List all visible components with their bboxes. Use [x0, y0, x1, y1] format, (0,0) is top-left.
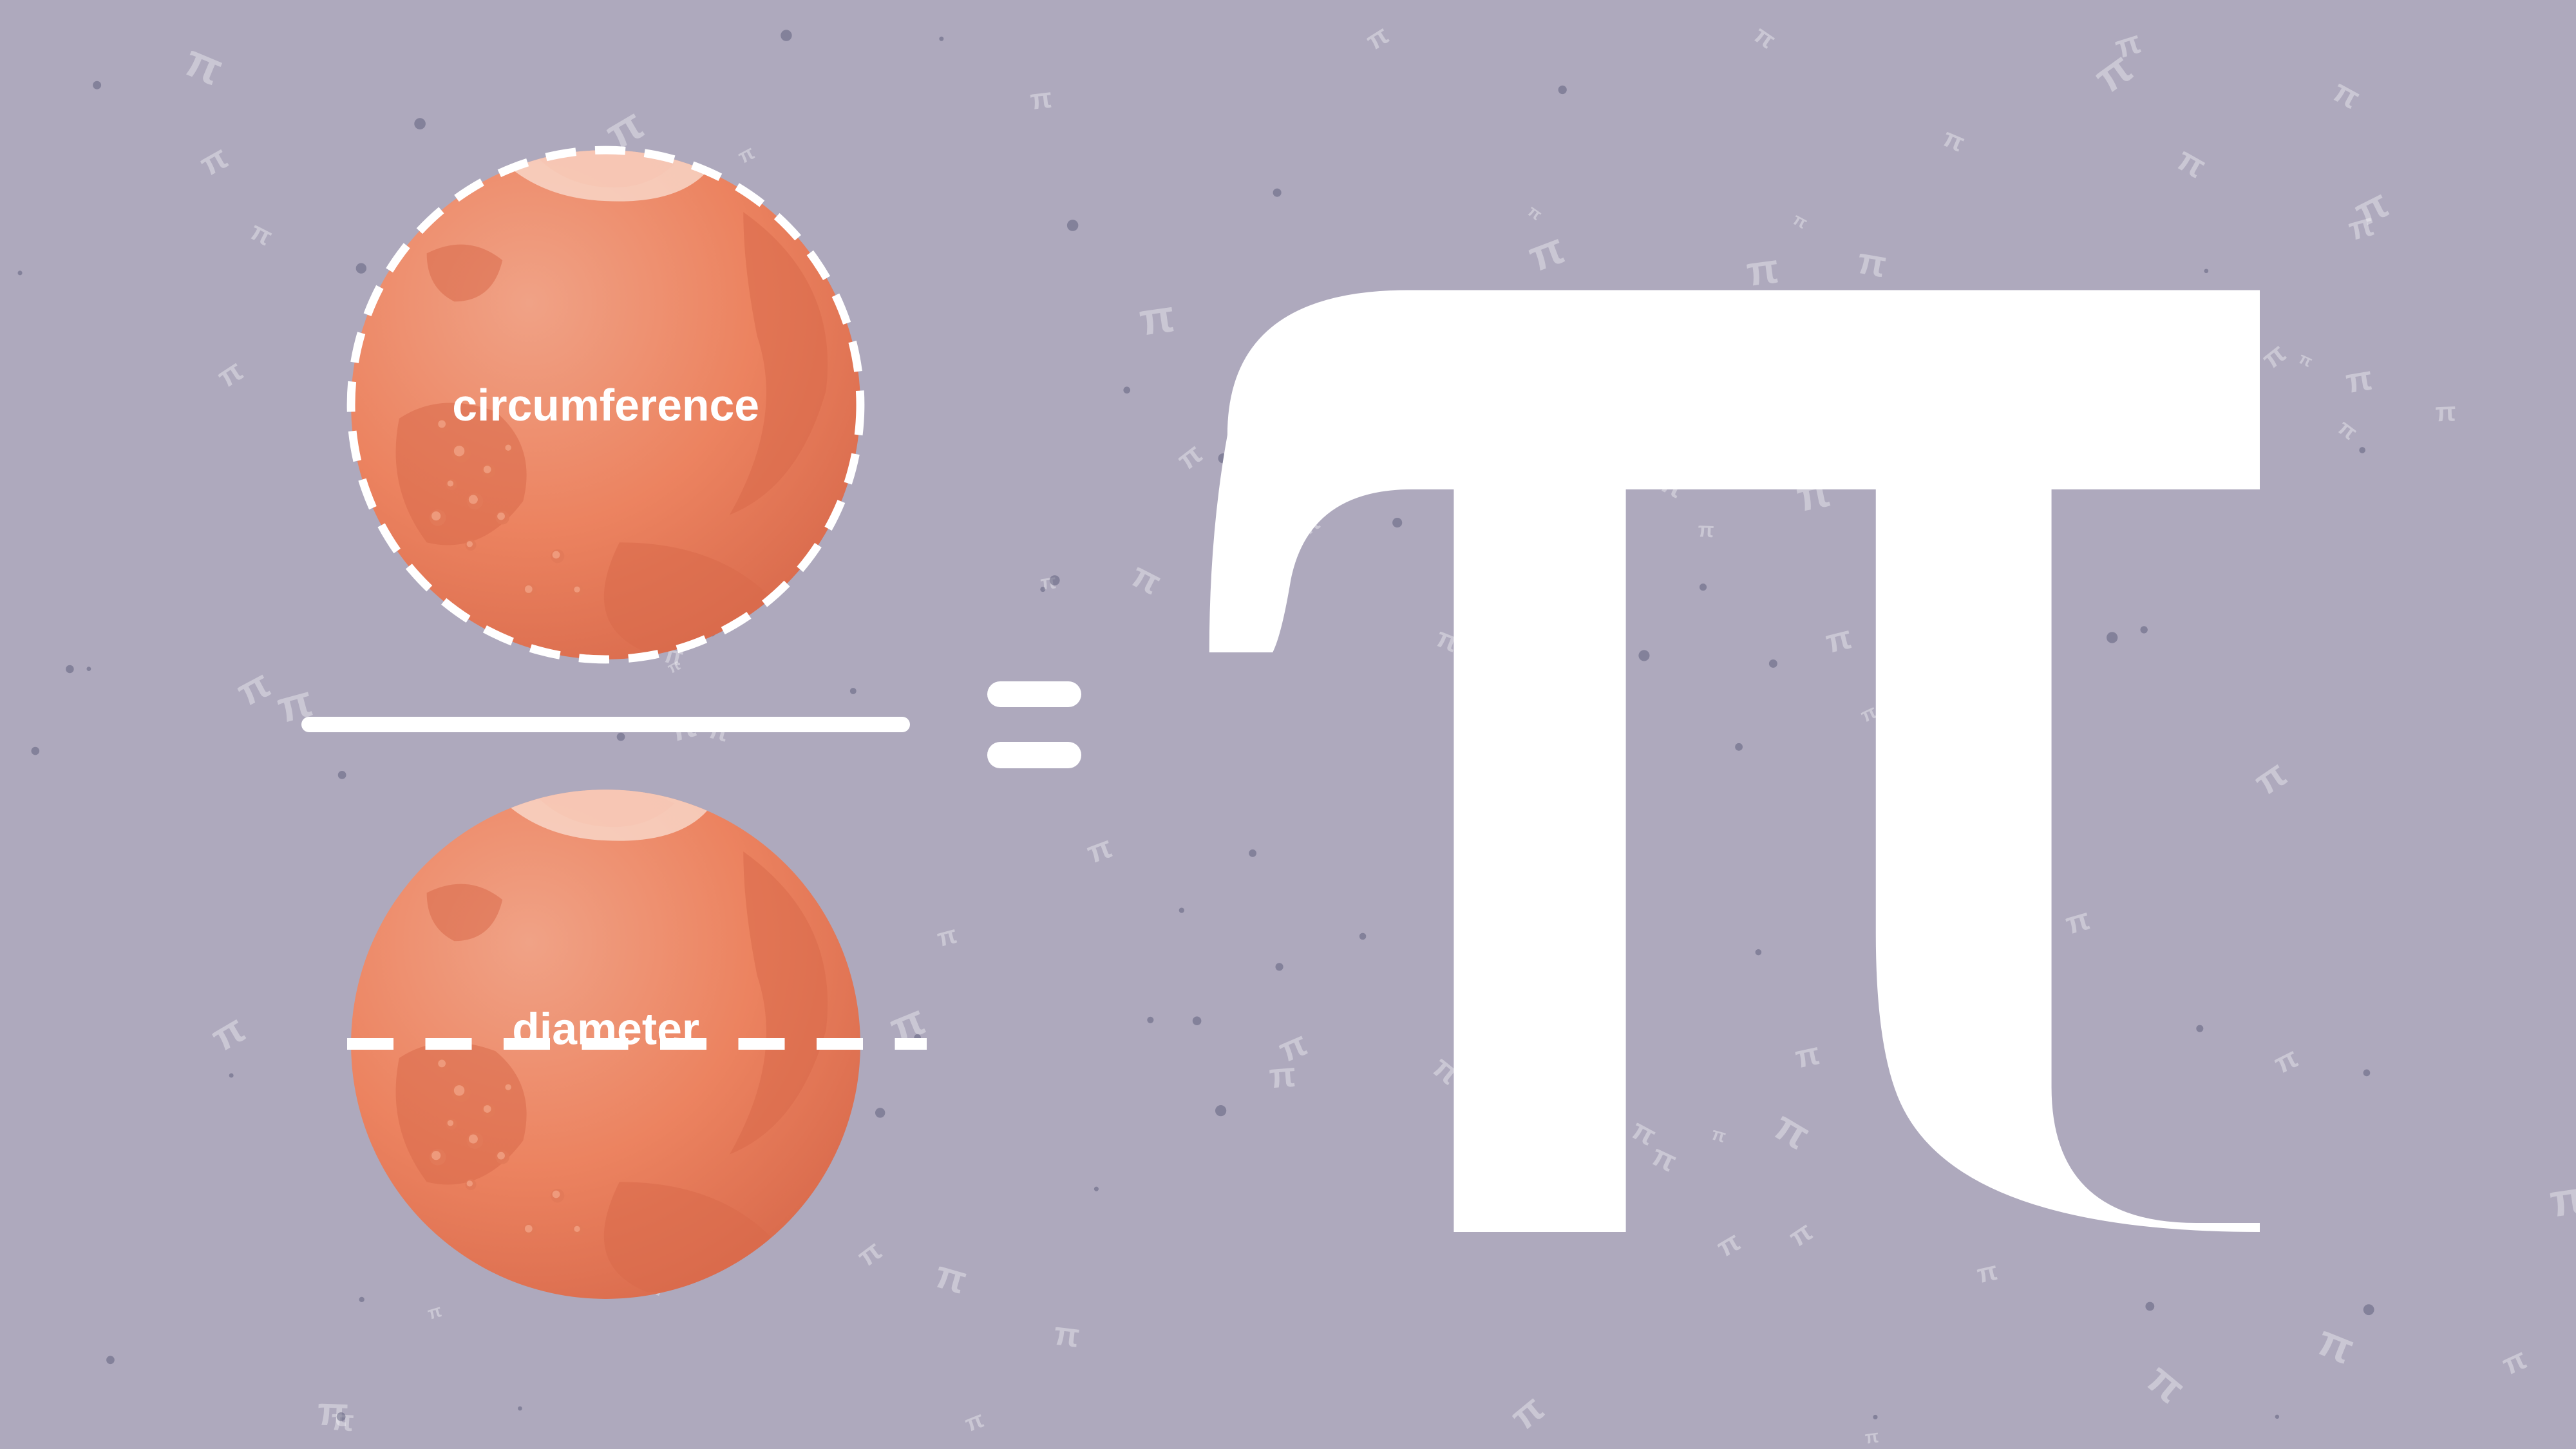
pi-symbol — [1159, 218, 2275, 1232]
pi-ratio-formula: circumference diameter — [301, 129, 2275, 1319]
diameter-planet: diameter — [330, 769, 881, 1320]
equals-bar-top — [987, 681, 1081, 708]
diameter-label: diameter — [512, 1003, 699, 1055]
formula-content: circumference diameter — [0, 0, 2576, 1449]
circumference-label: circumference — [452, 379, 759, 431]
equals-sign — [987, 681, 1081, 768]
circumference-planet: circumference — [330, 129, 881, 680]
equals-bar-bottom — [987, 742, 1081, 768]
diameter-label-group: diameter — [330, 1003, 881, 1070]
fraction-bar — [301, 717, 910, 733]
fraction: circumference diameter — [301, 129, 910, 1319]
